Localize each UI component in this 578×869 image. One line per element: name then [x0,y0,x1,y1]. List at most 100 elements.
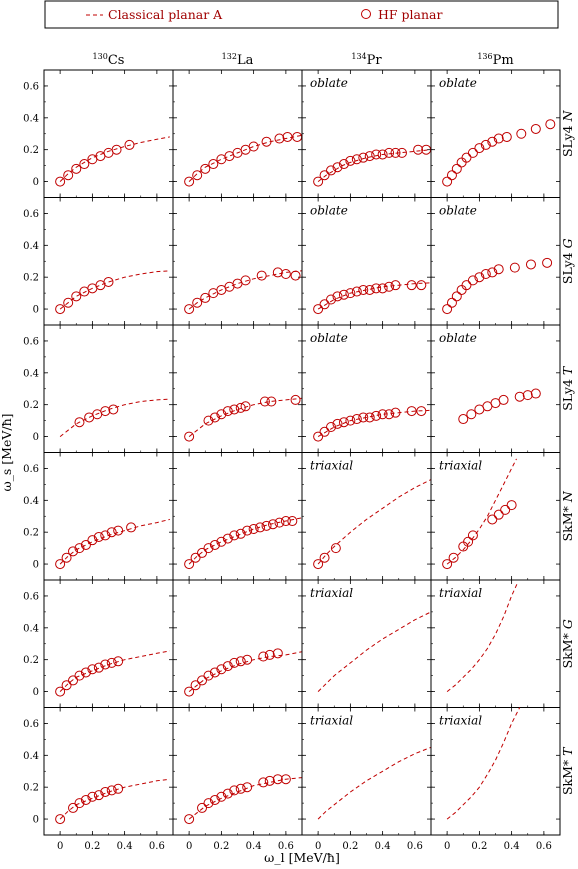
hf-point [264,775,275,786]
shape-annotation: triaxial [310,459,353,473]
y-tick-label: 0.6 [23,464,39,475]
row-variant: G [560,238,575,248]
hf-point [93,531,104,542]
panel-sly4-n-la [172,69,303,198]
x-tick-label: 0.4 [504,841,520,852]
y-tick-label: 0.2 [23,145,39,156]
hf-point [358,152,369,163]
hf-point [330,543,341,554]
y-tick-label: 0.2 [23,400,39,411]
hf-point [500,504,511,515]
hf-point [203,798,214,809]
hf-point [255,522,266,533]
hf-point [474,143,485,154]
hf-point [461,280,472,291]
hf-point [467,275,478,286]
hf-point [113,525,124,536]
hf-point [377,409,388,420]
row-variant: T [560,746,575,756]
y-tick-label: 0.4 [23,623,39,634]
hf-point [106,527,117,538]
hf-point [71,163,82,174]
classical-curve [317,409,431,438]
hf-point [235,656,246,667]
hf-point [197,547,208,558]
classical-curve [188,270,302,310]
hf-point [326,294,337,305]
hf-point [55,304,66,315]
hf-point [200,292,211,303]
hf-point [384,281,395,292]
hf-point [63,170,74,181]
hf-point [55,814,66,825]
hf-point [319,170,330,181]
shape-annotation: triaxial [439,714,482,728]
hf-point [332,418,343,429]
hf-point [338,159,349,170]
hf-point [358,284,369,295]
panel-skmstar-n-cs [43,452,174,581]
x-tick-label: 0 [57,841,63,852]
hf-point [319,299,330,310]
hf-point [371,149,382,160]
hf-point [203,543,214,554]
shape-annotation: triaxial [310,586,353,600]
classical-curve [59,518,170,565]
column-header: 132La [222,52,254,68]
hf-point [451,291,462,302]
panel-skmstar-t-pm: triaxial [430,707,561,836]
hf-point [71,291,82,302]
classical-curve [446,581,519,692]
hf-point [530,123,541,134]
hf-point [203,415,214,426]
hf-point [416,406,427,417]
panel-skmstar-t-cs [43,707,174,836]
hf-point [261,520,272,531]
shape-annotation: triaxial [310,714,353,728]
row-variant: T [560,365,575,375]
hf-point [184,814,195,825]
hf-point [216,791,227,802]
x-tick-label: 0.2 [471,841,487,852]
hf-point [203,670,214,681]
hf-point [87,664,98,675]
hf-point [63,297,74,308]
hf-point [446,170,457,181]
classical-curve [317,746,431,820]
hf-point [530,388,541,399]
shape-annotation: triaxial [439,459,482,473]
hf-point [258,651,269,662]
classical-curve [59,778,170,820]
hf-point [364,412,375,423]
hf-point [542,257,553,268]
isotope-mass: 134 [351,52,366,61]
x-tick-label: 0.4 [246,841,262,852]
legend: Classical planar A HF planar [44,0,559,29]
hf-point [358,412,369,423]
hf-point [74,417,85,428]
hf-point [396,147,407,158]
classical-curve [188,517,302,565]
classical-curve [59,398,170,437]
row-force: SkM* [560,505,575,541]
hf-point [87,791,98,802]
hf-point [209,794,220,805]
hf-point [264,649,275,660]
hf-point [248,524,259,534]
panel-skmstar-g-pm: triaxial [430,579,561,708]
hf-point [442,559,453,570]
hf-point [240,401,251,412]
hf-point [106,657,117,668]
y-axis-label: ω_s [MeV/ħ] [0,413,14,491]
hf-point [487,136,498,147]
x-tick-label: 0.6 [149,841,165,852]
panel-skmstar-g-cs [43,579,174,708]
x-tick-label: 0.6 [278,841,294,852]
row-variant: N [560,109,575,122]
hf-point [290,270,301,281]
column-header: 130Cs [93,52,125,68]
hf-point [390,147,401,158]
hf-point [74,798,85,809]
hf-point [74,670,85,681]
y-tick-label: 0.6 [23,719,39,730]
